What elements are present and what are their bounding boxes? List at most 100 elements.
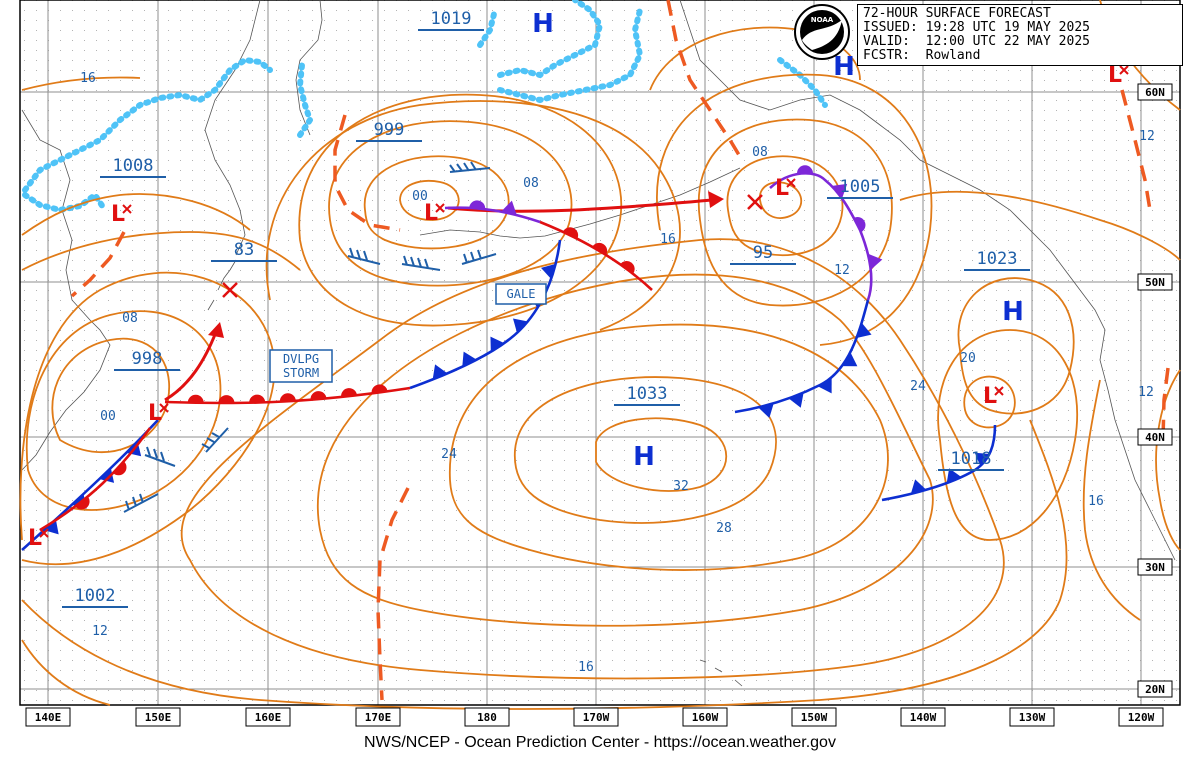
warm-front-bering	[539, 220, 653, 291]
front-symbol	[432, 364, 448, 380]
front-symbol	[868, 253, 883, 270]
isobar-label: 08	[122, 311, 138, 326]
front-symbol	[501, 200, 517, 216]
coast-alaska	[679, 0, 1081, 291]
high-pressure-center: H	[833, 52, 855, 82]
isobar-1016-east	[899, 190, 1181, 261]
ice-edge-alaska	[497, 7, 644, 104]
svg-text:30N: 30N	[1145, 561, 1165, 574]
high-pressure-center: H	[1002, 297, 1024, 327]
trough-east	[1120, 89, 1152, 211]
isobar-1012-south	[21, 419, 1068, 710]
ice-edge-okhotsk	[22, 56, 273, 193]
isobar-1016-alaska	[649, 26, 861, 91]
front-symbol	[249, 394, 266, 403]
isobar-1016-bering	[265, 100, 681, 331]
isobar-label: 16	[1088, 494, 1104, 509]
warning-tag-developing-storm: DVLPG STORM	[269, 349, 333, 383]
latitude-label: 30N	[1137, 558, 1173, 576]
isobar-1024	[449, 323, 889, 571]
latitude-labels: 60N 50N 40N 30N 20N	[1137, 83, 1173, 698]
track-arrowhead-north	[208, 322, 224, 338]
track-west-low	[164, 331, 218, 402]
front-symbol	[512, 318, 528, 334]
low-pressure-center: L	[28, 526, 42, 551]
low-pressure-center: L	[111, 202, 125, 227]
svg-text:140E: 140E	[35, 711, 62, 724]
longitude-labels: 140E 150E 160E 170E 180 170W 160W 150W 140W 130W 1…	[25, 707, 1164, 727]
front-symbol	[490, 336, 505, 352]
front-symbol	[279, 393, 296, 402]
isobar-label: 08	[752, 145, 768, 160]
low-pressure-center: L	[148, 401, 162, 426]
longitude-label: 170E	[355, 707, 401, 727]
ice-edge-bering-west	[296, 62, 314, 138]
isobar-1020-east-high	[957, 277, 1075, 415]
isobar-label: 32	[673, 479, 689, 494]
isobar-label: 00	[100, 409, 116, 424]
high-pressure-center: H	[633, 442, 655, 472]
coast-siberia-east	[295, 0, 323, 136]
noaa-logo-text: NOAA	[811, 16, 834, 24]
coast-kuril-islands	[207, 259, 237, 311]
trough-bering	[333, 114, 401, 232]
longitude-label: 140E	[25, 707, 71, 727]
isobar-1020-low-east	[963, 375, 1016, 429]
isobar-1016-east-2	[937, 329, 1079, 541]
isobar-1008-north	[21, 193, 251, 236]
front-symbol	[218, 395, 235, 404]
front-symbol	[856, 322, 872, 339]
gale-warning-label: GALE	[507, 287, 536, 301]
svg-text:120W: 120W	[1128, 711, 1155, 724]
front-symbol	[818, 378, 832, 394]
longitude-label: 130W	[1009, 707, 1055, 727]
latitude-label: 20N	[1137, 680, 1173, 698]
wind-barb-7	[201, 427, 229, 453]
isobar-label: 16	[578, 660, 594, 675]
low-pressure-center: L	[424, 201, 438, 226]
coastlines	[21, 0, 1176, 687]
pressure-centers: H 1019 H H 1033 H 1023 L 1008 L 998 L 1002 L 999 L 1005 L…	[28, 9, 1129, 608]
front-symbol	[910, 479, 927, 494]
svg-text:150E: 150E	[145, 711, 172, 724]
occluded-front-gulf	[769, 171, 873, 301]
forecast-position-marker	[747, 194, 763, 210]
developing-storm-label-2: STORM	[283, 366, 319, 380]
front-symbol	[187, 394, 204, 403]
latitude-label: 50N	[1137, 273, 1173, 291]
svg-text:170W: 170W	[583, 711, 610, 724]
graticule	[19, 0, 1181, 706]
isobar-1008-west	[19, 271, 276, 566]
low-pressure-value: 1018	[951, 449, 992, 469]
center-pressure-value: 95	[753, 243, 773, 263]
isobar-1012-bering	[298, 93, 623, 327]
isobar-1000-west	[51, 337, 171, 454]
isobar-1004-west	[25, 310, 222, 511]
svg-text:160W: 160W	[692, 711, 719, 724]
svg-text:130W: 130W	[1019, 711, 1046, 724]
footer-credit: NWS/NCEP - Ocean Prediction Center - htt…	[364, 734, 836, 751]
dot-grid	[20, 0, 1180, 705]
valid-time: VALID: 12:00 UTC 22 MAY 2025	[863, 34, 1090, 49]
isobar-1012-gulf	[656, 73, 933, 346]
isobar-label: 12	[1139, 129, 1155, 144]
isobar-1004-bering	[363, 155, 510, 250]
front-symbol	[592, 242, 608, 255]
longitude-label: 140W	[900, 707, 946, 727]
isobar-label: 12	[1138, 385, 1154, 400]
isobar-label: 24	[910, 379, 926, 394]
front-symbol	[842, 352, 858, 367]
isobar-1008-gulf	[697, 118, 893, 307]
coast-hawaii	[699, 659, 743, 687]
front-symbol	[113, 461, 127, 476]
longitude-label: 160E	[245, 707, 291, 727]
wind-barbs	[123, 161, 497, 513]
svg-text:40N: 40N	[1145, 431, 1165, 444]
issued-time: ISSUED: 19:28 UTC 19 MAY 2025	[863, 20, 1090, 35]
cold-front-gulf	[734, 299, 870, 414]
isobar-1033-center	[595, 417, 727, 492]
svg-text:160E: 160E	[255, 711, 282, 724]
svg-text:20N: 20N	[1145, 683, 1165, 696]
front-symbol	[469, 200, 486, 210]
